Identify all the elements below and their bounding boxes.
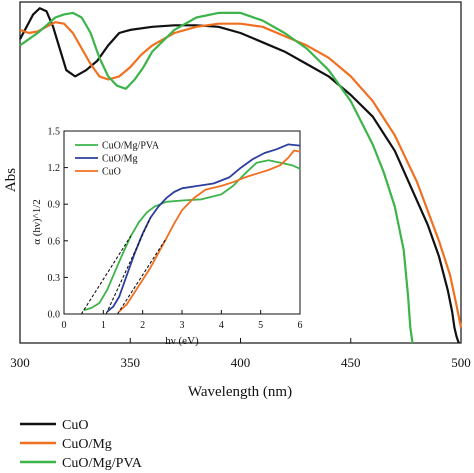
inset-x-tick-label: 2 (140, 320, 145, 331)
main-x-tick-label: 300 (10, 355, 30, 370)
inset-tangent-cuo-mg (105, 217, 152, 315)
main-y-axis-title: Abs (3, 168, 19, 192)
inset-y-tick-label: 1.2 (48, 163, 61, 174)
inset-legend-label-cuo-mg-pva: CuO/Mg/PVA (102, 141, 160, 152)
inset-tangent-cuo-mg-pva (80, 235, 132, 315)
inset-x-tick-label: 6 (298, 320, 303, 331)
inset-y-tick-label: 0.0 (48, 310, 61, 321)
main-legend-label-cuo-mg: CuO/Mg (62, 437, 112, 452)
main-chart: 300 350 400 450 500 Wavelength (nm) Abs (3, 1, 471, 400)
inset-series-line-cuo-mg-pva (83, 159, 301, 312)
inset-tangent-cuo (117, 238, 167, 315)
main-legend-label-cuo-mg-pva: CuO/Mg/PVA (62, 456, 143, 471)
inset-y-tick-label: 0.3 (48, 273, 61, 284)
main-series-line-cuo-mg (19, 21, 463, 328)
inset-chart: 0 1 2 3 4 5 60.00.30.60.91.21.5 CuO/Mg/PVACuO/… (31, 127, 303, 348)
main-x-tick-label: 400 (231, 355, 251, 370)
inset-series-line-cuo (118, 149, 301, 313)
inset-series-line-cuo-mg (106, 143, 301, 313)
inset-legend: CuO/Mg/PVA CuO/Mg CuO (75, 141, 160, 178)
inset-x-tick-label: 4 (219, 320, 224, 331)
main-x-tick-label: 450 (341, 355, 361, 370)
main-x-axis-title: Wavelength (nm) (188, 384, 292, 400)
inset-x-tick-label: 5 (258, 320, 263, 331)
inset-x-tick-label: 0 (62, 320, 67, 331)
inset-x-tick-label: 3 (180, 320, 185, 331)
main-legend: CuO CuO/Mg CuO/Mg/PVA (20, 418, 143, 471)
inset-x-tick-label: 1 (101, 320, 106, 331)
inset-legend-label-cuo: CuO (102, 167, 121, 178)
main-legend-label-cuo: CuO (62, 418, 88, 433)
main-series-line-cuo-mg-pva (19, 11, 414, 344)
main-x-tick-label: 500 (451, 355, 471, 370)
inset-y-tick-label: 0.6 (48, 236, 61, 247)
inset-y-axis-title: α (hν)^1/2 (31, 199, 43, 245)
inset-y-tick-label: 1.5 (48, 127, 61, 138)
inset-legend-label-cuo-mg: CuO/Mg (102, 154, 138, 165)
main-x-tick-label: 350 (121, 355, 141, 370)
inset-y-tick-label: 0.9 (48, 200, 61, 211)
inset-x-axis-title: hν (eV) (165, 335, 199, 347)
